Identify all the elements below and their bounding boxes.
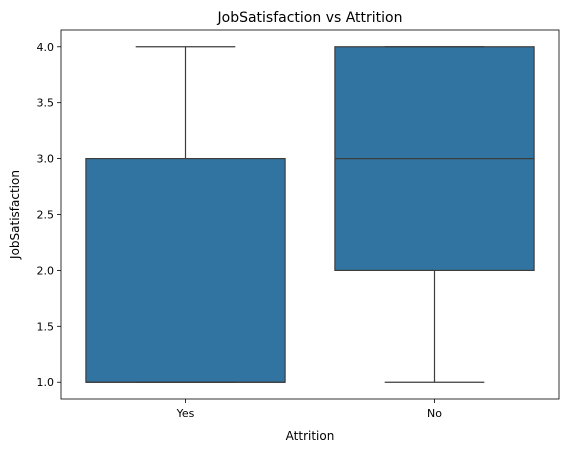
y-tick-label: 1.0 [37,376,55,389]
y-axis: 1.0 1.5 2.0 2.5 3.0 3.5 4.0 [37,41,61,389]
x-axis-label: Attrition [286,429,335,443]
box-group-yes [85,46,286,383]
chart-title: JobSatisfaction vs Attrition [217,10,403,26]
x-tick-label: No [427,407,442,420]
x-axis: Yes No [176,399,442,420]
x-tick-label: Yes [176,407,195,420]
y-tick-label: 2.5 [37,209,55,222]
box-yes [85,157,286,383]
y-tick-label: 3.0 [37,153,55,166]
box-group-no [334,46,535,383]
y-tick-label: 4.0 [37,41,55,54]
y-tick-label: 2.0 [37,264,55,277]
plot-area [85,46,535,383]
y-tick-label: 3.5 [37,97,55,110]
y-tick-label: 1.5 [37,320,55,333]
y-axis-label: JobSatisfaction [8,170,22,260]
